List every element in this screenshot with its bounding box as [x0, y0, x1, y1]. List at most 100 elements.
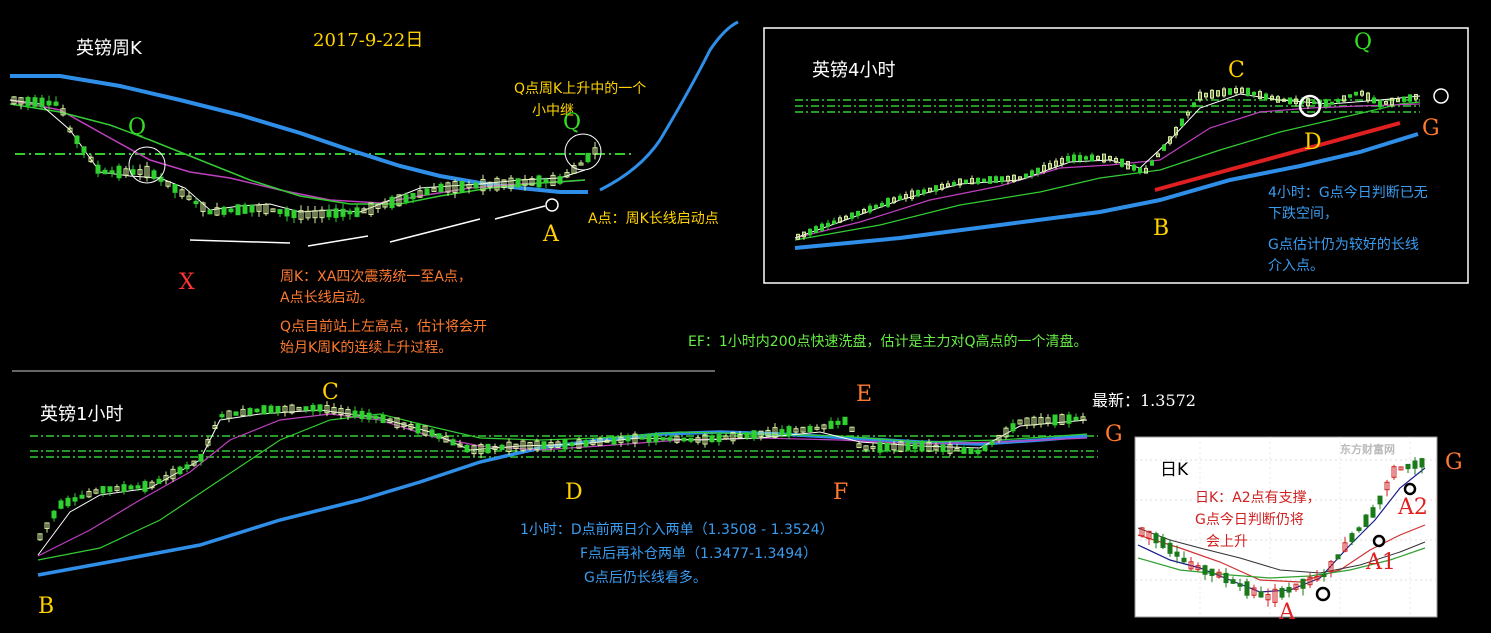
candle-body	[445, 182, 451, 193]
candle-body	[534, 440, 540, 451]
candle-body	[39, 97, 45, 108]
candle-body	[1377, 495, 1383, 505]
candle-body	[1321, 573, 1327, 578]
candle-body	[1354, 91, 1358, 96]
h4-label-b: B	[1153, 216, 1170, 241]
candle-body	[940, 444, 946, 453]
candle-body	[184, 464, 190, 470]
candle-body	[1258, 91, 1262, 99]
candle-body	[221, 206, 227, 215]
candle-body	[625, 437, 631, 442]
candle-body	[179, 189, 185, 197]
candle-body	[989, 441, 995, 445]
weekly-q-note-line2: 小中继	[532, 103, 574, 119]
candle-body	[485, 443, 491, 454]
candle-body	[1045, 417, 1051, 424]
candle-body	[1372, 97, 1376, 104]
weekly-mid-ma	[9, 99, 586, 204]
h1-label-f: F	[833, 480, 849, 505]
h1-candles	[37, 401, 1086, 541]
candle-body	[1342, 95, 1346, 102]
candle-body	[506, 441, 512, 453]
candle-body	[345, 408, 351, 417]
h4-label-c: C	[1228, 58, 1245, 83]
candle-body	[1003, 427, 1009, 438]
candle-body	[387, 418, 393, 424]
weekly-desc-line4: 始月K周K的连续上升过程。	[280, 340, 453, 356]
candle-body	[1024, 417, 1030, 426]
candle-body	[947, 444, 953, 454]
candle-body	[277, 209, 283, 214]
weekly-desc-line1: 周K：XA四次震荡统一至A点，	[280, 269, 472, 285]
candle-body	[1192, 102, 1196, 108]
candle-body	[487, 181, 493, 188]
candle-body	[646, 434, 652, 443]
candle-body	[480, 179, 486, 192]
circle-marker-icon	[1372, 534, 1386, 548]
candle-body	[284, 209, 290, 217]
candle-body	[1038, 416, 1044, 425]
candle-body	[1414, 93, 1418, 100]
weekly-desc-line2: A点长线启动。	[280, 290, 374, 306]
candle-body	[807, 425, 813, 433]
candle-body	[25, 96, 31, 106]
candle-body	[1402, 96, 1406, 102]
candle-body	[93, 489, 99, 494]
circle-marker-icon	[1403, 482, 1417, 496]
candle-body	[450, 439, 456, 446]
circle-marker-icon	[128, 146, 166, 184]
candle-body	[256, 204, 262, 212]
candle-body	[1006, 175, 1010, 182]
candle-body	[898, 195, 902, 201]
candle-body	[114, 486, 120, 492]
candle-body	[1336, 99, 1340, 103]
weekly-label-q2: Q	[563, 110, 582, 135]
candle-body	[758, 430, 764, 438]
candle-body	[158, 176, 164, 182]
candle-body	[961, 447, 967, 454]
candle-body	[1036, 167, 1040, 174]
candle-body	[877, 442, 883, 453]
candle-body	[1314, 575, 1320, 581]
candle-body	[1174, 127, 1178, 136]
candle-body	[585, 152, 591, 163]
candle-body	[1408, 94, 1412, 102]
candle-body	[473, 182, 479, 189]
candle-body	[970, 178, 974, 185]
daily-candles	[1139, 457, 1425, 608]
candle-body	[417, 190, 423, 198]
candle-body	[37, 533, 43, 541]
candle-body	[828, 420, 834, 429]
candle-body	[550, 174, 556, 187]
candle-body	[529, 178, 535, 186]
candle-body	[1251, 587, 1257, 596]
candle-body	[44, 522, 50, 529]
weekly-desc-line3: Q点目前站上左高点，估计将会开	[280, 319, 488, 335]
candle-body	[946, 183, 950, 188]
candle-body	[779, 429, 785, 435]
candle-body	[674, 435, 680, 443]
candle-body	[1018, 176, 1022, 180]
candle-body	[730, 432, 736, 442]
h4-note-line4: 介入点。	[1268, 258, 1324, 274]
candle-body	[193, 200, 199, 205]
candle-body	[478, 444, 484, 455]
candle-body	[389, 196, 395, 209]
candle-body	[702, 434, 708, 445]
candle-body	[1186, 111, 1190, 116]
candle-body	[1396, 98, 1400, 103]
candle-body	[142, 481, 148, 492]
candle-body	[1059, 414, 1065, 425]
h4-note-line2: 下跌空间，	[1268, 206, 1338, 222]
candle-body	[319, 209, 325, 219]
candle-body	[975, 449, 981, 454]
candle-body	[590, 440, 596, 446]
daily-chart	[1135, 437, 1437, 617]
candle-body	[1108, 155, 1112, 161]
candle-body	[562, 439, 568, 450]
h1-label-b: B	[38, 594, 55, 619]
candle-body	[1293, 583, 1299, 590]
candle-body	[996, 434, 1002, 441]
circle-marker-icon	[545, 198, 559, 212]
